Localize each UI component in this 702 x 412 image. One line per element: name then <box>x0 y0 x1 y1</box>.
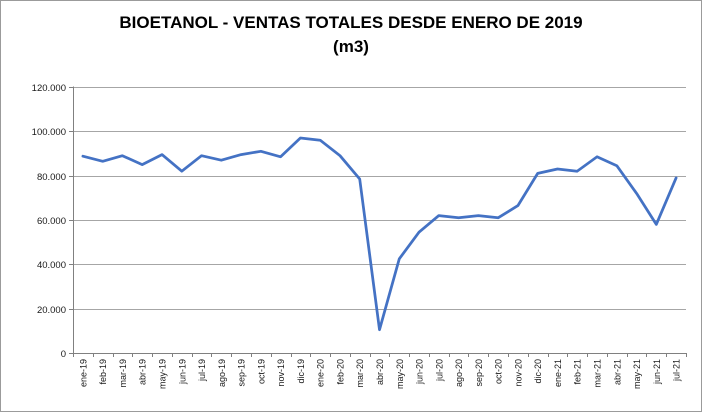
x-tick-label: mar-19 <box>118 359 128 388</box>
y-tick-label: 40.000 <box>37 260 66 271</box>
x-tick-label: may-19 <box>157 359 167 389</box>
y-axis: 0 20.000 40.000 60.000 80.000 100.000 120.000 <box>32 83 73 360</box>
x-tick-label: jun-19 <box>177 359 187 385</box>
x-tick-label: oct-20 <box>494 359 504 384</box>
chart-title-block: BIOETANOL - VENTAS TOTALES DESDE ENERO D… <box>1 11 701 58</box>
x-tick-label: nov-20 <box>513 359 523 387</box>
x-axis-labels: ene-19 feb-19 mar-19 abr-19 may-19 jun-19 jul-… <box>78 359 681 389</box>
x-tick-label: oct-19 <box>256 359 266 384</box>
x-tick-label: feb-19 <box>98 359 108 385</box>
x-tick-label: abr-19 <box>138 359 148 385</box>
sales-data-line <box>81 136 678 332</box>
x-tick-label: may-21 <box>632 359 642 389</box>
x-tick-label: sep-20 <box>474 359 484 387</box>
y-tick-label: 0 <box>61 349 66 360</box>
y-tick-label: 20.000 <box>37 305 66 316</box>
y-tick-label: 60.000 <box>37 216 66 227</box>
x-tick-label: abr-21 <box>612 359 622 385</box>
x-tick-label: ene-20 <box>316 359 326 387</box>
y-tick-label: 120.000 <box>32 83 66 94</box>
x-tick-label: jul-20 <box>434 359 444 382</box>
gridlines <box>73 87 686 310</box>
x-tick-label: jul-21 <box>672 359 682 382</box>
x-tick-label: may-20 <box>395 359 405 389</box>
x-tick-label: dic-19 <box>296 359 306 384</box>
x-tick-label: ago-20 <box>454 359 464 387</box>
x-tick-label: sep-19 <box>237 359 247 387</box>
x-tick-label: jun-21 <box>652 359 662 385</box>
x-tick-label: feb-20 <box>335 359 345 385</box>
x-tick-label: ene-19 <box>78 359 88 387</box>
axes <box>73 86 686 354</box>
x-tick-label: dic-20 <box>533 359 543 384</box>
x-tick-label: mar-21 <box>593 359 603 388</box>
chart-subtitle: (m3) <box>333 36 369 56</box>
x-tick-label: abr-20 <box>375 359 385 385</box>
x-tick-label: jul-19 <box>197 359 207 382</box>
chart-title: BIOETANOL - VENTAS TOTALES DESDE ENERO D… <box>119 13 583 32</box>
x-tick-label: jun-20 <box>415 359 425 385</box>
x-tick-label: feb-21 <box>573 359 583 385</box>
x-tick-label: ene-21 <box>553 359 563 387</box>
y-tick-label: 100.000 <box>32 127 66 138</box>
x-tick-label: ago-19 <box>217 359 227 387</box>
x-tick-label: mar-20 <box>355 359 365 388</box>
y-tick-label: 80.000 <box>37 172 66 183</box>
x-tick-label: nov-19 <box>276 359 286 387</box>
